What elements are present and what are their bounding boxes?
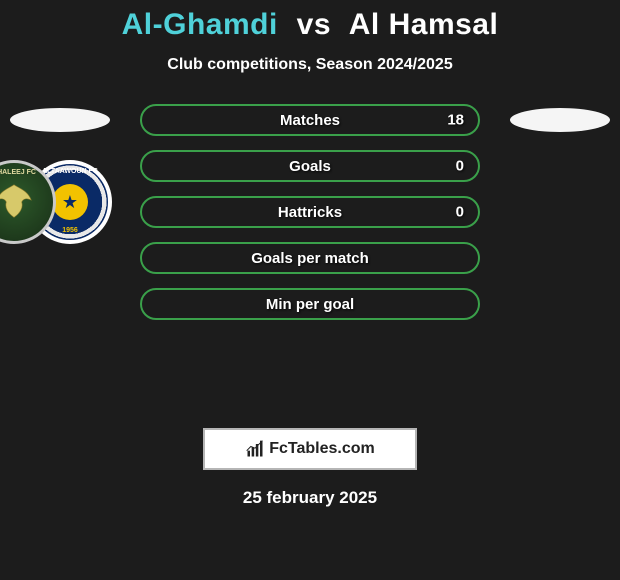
vs-label: vs (297, 8, 331, 41)
club-right-name: KHALEEJ FC (0, 169, 36, 176)
stat-row-goals-per-match: Goals per match (140, 242, 480, 274)
stat-pill-list: Matches 18 Goals 0 Hattricks 0 Goals per… (140, 104, 480, 334)
club-left-year: 1956 (62, 227, 78, 234)
subtitle: Club competitions, Season 2024/2025 (0, 56, 620, 74)
stat-right-value: 0 (456, 158, 464, 175)
stat-label: Min per goal (266, 296, 354, 313)
eagle-icon (0, 179, 37, 225)
player1-photo-placeholder (10, 108, 110, 132)
date-line: 25 february 2025 (0, 488, 620, 508)
brand-text: FcTables.com (269, 440, 375, 458)
club-left-name: ALTAAWOUN FC (42, 168, 98, 175)
stat-row-goals: Goals 0 (140, 150, 480, 182)
stat-row-hattricks: Hattricks 0 (140, 196, 480, 228)
brand-box[interactable]: FcTables.com (203, 428, 417, 470)
stat-label: Matches (280, 112, 340, 129)
player2-photo-placeholder (510, 108, 610, 132)
player2-name: Al Hamsal (349, 8, 499, 41)
stat-label: Hattricks (278, 204, 342, 221)
club-left-star-icon (52, 184, 88, 220)
comparison-title: Al-Ghamdi vs Al Hamsal (0, 0, 620, 42)
player1-name: Al-Ghamdi (122, 8, 278, 41)
stat-right-value: 18 (447, 112, 464, 129)
stat-row-matches: Matches 18 (140, 104, 480, 136)
stat-label: Goals (289, 158, 331, 175)
stat-right-value: 0 (456, 204, 464, 221)
stat-row-min-per-goal: Min per goal (140, 288, 480, 320)
bar-chart-icon (245, 439, 265, 459)
comparison-body: ALTAAWOUN FC 1956 KHALEEJ FC Matches 18 … (0, 104, 620, 424)
stat-label: Goals per match (251, 250, 369, 267)
